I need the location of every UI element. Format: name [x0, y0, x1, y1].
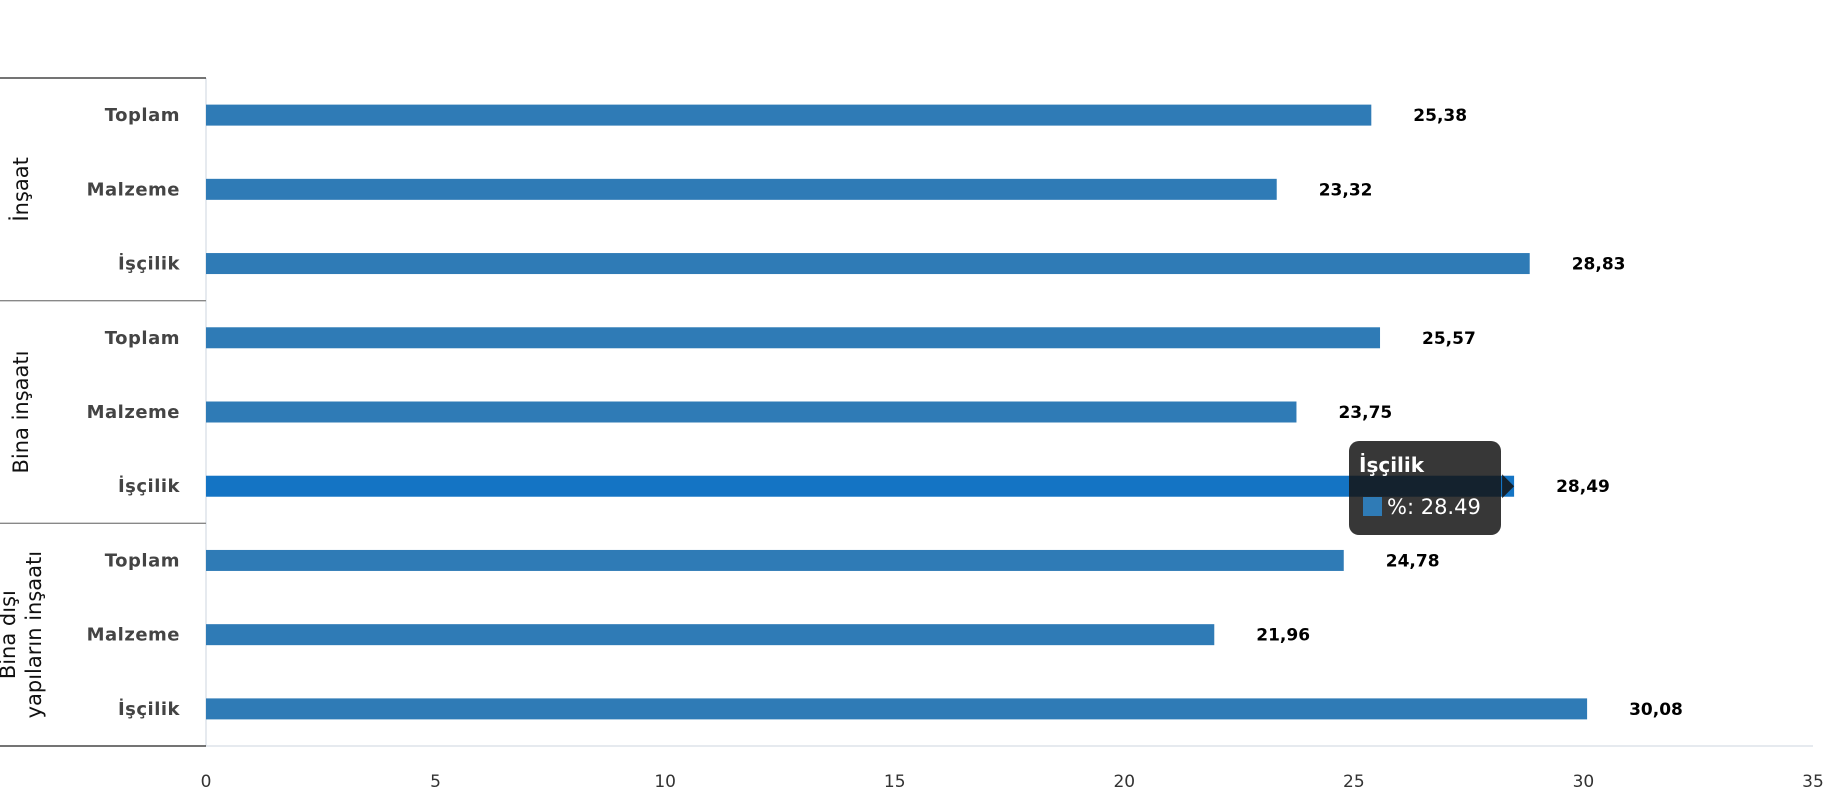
group-label: Bina dışı	[0, 590, 20, 679]
x-tick-label: 35	[1802, 772, 1824, 792]
category-label: Malzeme	[87, 402, 180, 423]
bar[interactable]	[206, 698, 1588, 720]
bar[interactable]	[206, 253, 1530, 275]
x-tick-label: 20	[1113, 772, 1135, 792]
data-label: 25,38	[1413, 106, 1467, 126]
tooltip-arrow	[1502, 474, 1515, 499]
data-label: 23,75	[1338, 403, 1392, 423]
category-label: Toplam	[105, 328, 180, 349]
bar[interactable]	[206, 549, 1344, 571]
bar[interactable]	[206, 327, 1381, 349]
group-label: yapıların inşaatı	[22, 551, 46, 719]
group-label: İnşaat	[8, 157, 33, 221]
bar[interactable]	[206, 624, 1215, 646]
x-tick-label: 30	[1573, 772, 1595, 792]
tooltip	[1349, 441, 1501, 535]
category-label: Toplam	[105, 550, 180, 571]
category-label: Malzeme	[87, 179, 180, 200]
data-label: 30,08	[1629, 700, 1683, 720]
tooltip-value: %: 28.49	[1387, 495, 1481, 519]
tooltip-swatch	[1363, 497, 1382, 516]
data-label: 28,83	[1572, 255, 1626, 275]
x-tick-label: 0	[201, 772, 212, 792]
category-label: Toplam	[105, 105, 180, 126]
x-tick-label: 10	[654, 772, 676, 792]
tooltip-title: İşçilik	[1359, 453, 1425, 477]
data-label: 28,49	[1556, 477, 1610, 497]
x-tick-label: 25	[1343, 772, 1365, 792]
data-label: 25,57	[1422, 329, 1476, 349]
category-label: İşçilik	[118, 698, 181, 720]
x-tick-label: 15	[884, 772, 906, 792]
group-label: Bina inşaatı	[9, 351, 33, 474]
data-label: 23,32	[1319, 180, 1373, 200]
category-label: Malzeme	[87, 625, 180, 646]
x-tick-label: 5	[430, 772, 441, 792]
category-label: İşçilik	[118, 475, 181, 497]
bar[interactable]	[206, 178, 1277, 200]
category-label: İşçilik	[118, 253, 181, 275]
bar[interactable]	[206, 475, 1515, 497]
data-label: 24,78	[1386, 551, 1440, 571]
data-label: 21,96	[1256, 626, 1310, 646]
bar[interactable]	[206, 401, 1297, 423]
bar[interactable]	[206, 104, 1372, 126]
